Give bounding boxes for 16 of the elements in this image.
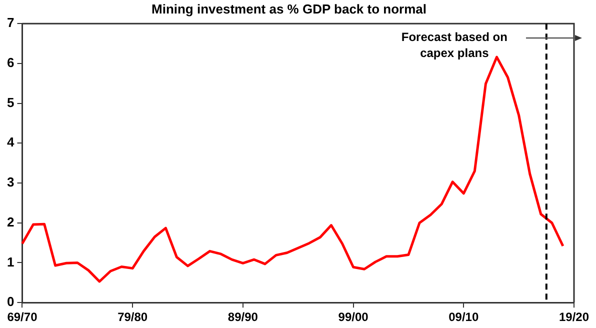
y-tick-label: 2 (6, 214, 14, 230)
x-tick-label: 09/10 (448, 310, 479, 324)
y-tick-label: 3 (6, 174, 14, 190)
x-tick-label: 89/90 (228, 310, 258, 324)
y-tick-label: 5 (6, 94, 14, 110)
y-tick-label: 7 (6, 15, 14, 30)
x-tick-label: 79/80 (118, 310, 148, 324)
y-tick-label: 6 (6, 55, 14, 70)
y-tick-label: 1 (6, 254, 14, 270)
x-tick-label: 99/00 (338, 310, 369, 324)
x-tick-label: 19/20 (558, 310, 590, 324)
annotation: Forecast based on capex plans (401, 30, 508, 60)
chart-title: Mining investment as % GDP back to normal (152, 1, 426, 16)
y-tick-label: 4 (6, 134, 15, 150)
y-tick-label: 0 (6, 294, 14, 310)
x-tick-label: 69/70 (7, 310, 38, 324)
